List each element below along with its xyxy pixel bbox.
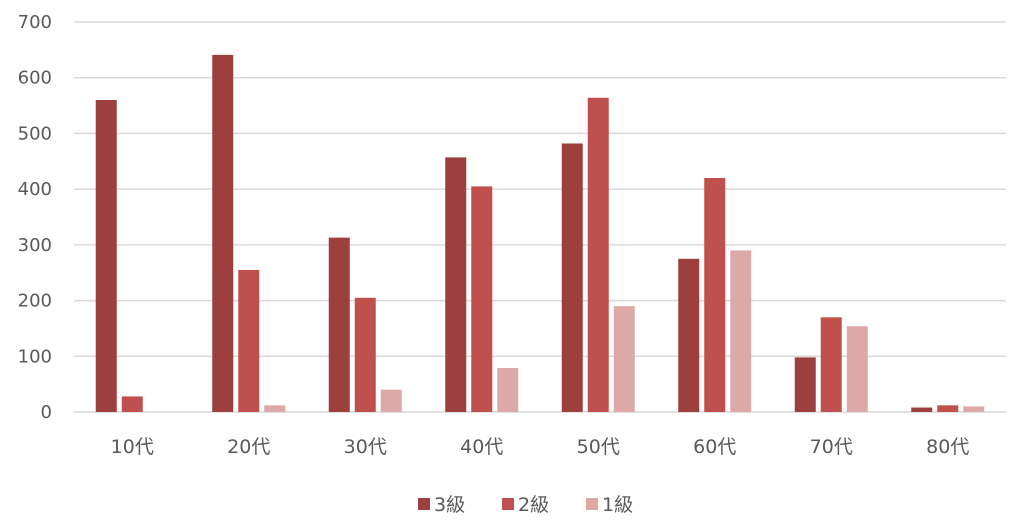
y-axis-ticks: 0 100 200 300 400 500 600 700 [18, 12, 52, 423]
legend-label: 3級 [434, 494, 465, 516]
bar-1-1 [95, 100, 117, 412]
x-tick-label: 70代 [810, 436, 853, 458]
y-tick-label: 200 [18, 291, 52, 312]
x-tick-label: 30代 [344, 436, 387, 458]
bar-1-5 [561, 143, 583, 412]
bar-3-2 [264, 405, 286, 412]
bar-1-8 [911, 407, 933, 412]
bar-2-5 [587, 97, 609, 413]
bar-2-1 [121, 396, 143, 412]
bar-3-5 [613, 306, 635, 412]
x-tick-label: 10代 [111, 436, 154, 458]
bar-3-7 [846, 326, 868, 412]
bar-1-3 [328, 237, 350, 412]
x-tick-label: 50代 [577, 436, 620, 458]
y-tick-label: 300 [18, 235, 52, 256]
bars [95, 54, 985, 413]
bar-3-4 [497, 367, 519, 412]
bar-2-8 [937, 405, 959, 412]
x-axis-ticks: 10代 20代 30代 40代 50代 60代 70代 80代 [111, 436, 970, 458]
bar-2-6 [704, 178, 726, 412]
y-tick-label: 600 [18, 68, 52, 89]
legend-label: 2級 [518, 494, 549, 516]
x-tick-label: 80代 [926, 436, 969, 458]
x-tick-label: 60代 [693, 436, 736, 458]
legend-label: 1級 [602, 494, 633, 516]
legend: 3級 2級 1級 [418, 494, 633, 516]
legend-swatch [502, 498, 514, 510]
bar-2-3 [354, 297, 376, 412]
y-tick-label: 100 [18, 346, 52, 367]
bar-1-4 [445, 157, 467, 412]
legend-swatch [586, 498, 598, 510]
bar-1-7 [794, 357, 816, 412]
bar-3-3 [380, 389, 402, 412]
bar-3-8 [963, 406, 985, 412]
y-tick-label: 500 [18, 123, 52, 144]
x-tick-label: 20代 [227, 436, 270, 458]
bar-1-2 [212, 54, 234, 412]
legend-swatch [418, 498, 430, 510]
bar-3-6 [730, 250, 752, 412]
bar-2-4 [471, 186, 493, 412]
y-tick-label: 400 [18, 179, 52, 200]
bar-1-6 [678, 258, 700, 412]
y-tick-label: 700 [18, 12, 52, 33]
x-tick-label: 40代 [460, 436, 503, 458]
bar-2-7 [820, 317, 842, 412]
y-tick-label: 0 [41, 402, 52, 423]
bar-2-2 [238, 269, 260, 412]
